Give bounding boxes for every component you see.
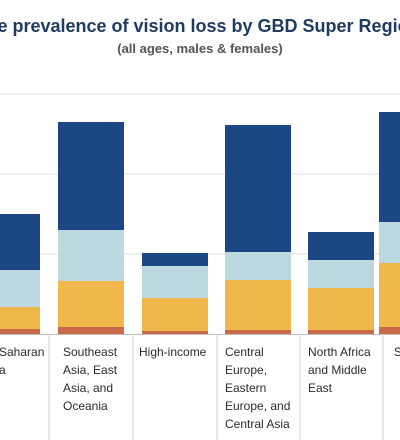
category-label: High-income <box>139 345 207 359</box>
x-axis <box>0 334 400 440</box>
bars <box>0 112 400 334</box>
bar-segment <box>225 280 291 330</box>
bar-segment <box>58 327 124 334</box>
category-label: Saharan a <box>0 345 44 377</box>
category-label: Southeast Asia, East Asia, and Oceania <box>63 345 118 413</box>
bar-segment <box>308 330 374 334</box>
bar-segment <box>379 222 400 263</box>
bar-segment <box>0 329 40 334</box>
bar-segment <box>225 330 291 334</box>
bar-segment <box>308 288 374 330</box>
bar-segment <box>0 307 40 329</box>
category-label: Central Europe, Eastern Europe, and Central … <box>225 345 290 431</box>
bar-segment <box>379 112 400 222</box>
category-label: S <box>394 345 400 359</box>
bar-segment <box>142 266 208 298</box>
bar-segment <box>58 230 124 281</box>
bar-segment <box>58 122 124 230</box>
bar-segment <box>142 298 208 331</box>
bar-segment <box>225 125 291 252</box>
chart-title: ude prevalence of vision loss by GBD Sup… <box>0 16 400 36</box>
category-label: North Africa and Middle East <box>308 345 371 395</box>
bar-segment <box>379 327 400 334</box>
bar-segment <box>308 232 374 260</box>
bar-segment <box>225 252 291 280</box>
bar-segment <box>379 263 400 327</box>
bar-segment <box>0 270 40 307</box>
bar-segment <box>142 253 208 266</box>
category-labels: Saharan a Southeast Asia, East Asia, and Ocea… <box>0 345 400 431</box>
chart-subtitle: (all ages, males & females) <box>117 41 282 56</box>
bar-segment <box>142 331 208 334</box>
bar-segment <box>308 260 374 288</box>
bar-segment <box>58 281 124 327</box>
bar-segment <box>0 214 40 270</box>
